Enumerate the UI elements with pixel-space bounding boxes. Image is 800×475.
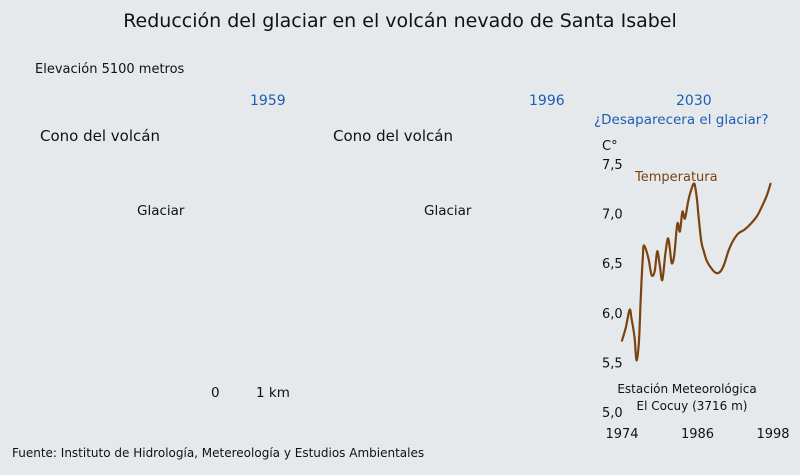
glacier-label-1959: Glaciar xyxy=(137,203,185,219)
scale-start-label: 0 xyxy=(211,385,220,401)
y-axis-unit-label: C° xyxy=(602,139,618,154)
y-tick-label: 7,0 xyxy=(602,208,623,223)
x-tick-label: 1974 xyxy=(605,427,638,442)
year-1996-label: 1996 xyxy=(529,93,565,109)
glacier-label-1996: Glaciar xyxy=(424,203,472,219)
scale-end-label: 1 km xyxy=(256,385,290,401)
source-note: Fuente: Instituto de Hidrología, Metereo… xyxy=(12,446,425,460)
y-tick-label: 5,0 xyxy=(602,406,623,421)
station-annotation-line2: El Cocuy (3716 m) xyxy=(637,399,748,413)
year-1959-label: 1959 xyxy=(250,93,286,109)
y-tick-label: 7,5 xyxy=(602,158,623,173)
x-tick-label: 1986 xyxy=(681,427,714,442)
elevation-label: Elevación 5100 metros xyxy=(35,62,185,77)
figure-title: Reducción del glaciar en el volcán nevad… xyxy=(123,10,677,32)
y-tick-label: 6,5 xyxy=(602,257,623,272)
y-tick-label: 6,0 xyxy=(602,307,623,322)
y-tick-label: 5,5 xyxy=(602,356,623,371)
temperature-series-label: Temperatura xyxy=(634,170,718,185)
year-2030-label: 2030 xyxy=(676,93,712,109)
cone-label-1996: Cono del volcán xyxy=(333,127,453,145)
temperature-series-line xyxy=(620,182,772,362)
station-annotation-line1: Estación Meteorológica xyxy=(617,382,756,396)
glacier-question: ¿Desaparecera el glaciar? xyxy=(594,112,769,128)
temperature-chart: C° 7,5 7,0 6,5 6,0 5,5 5,0 1974 1986 1998 Tempe… xyxy=(602,139,790,442)
x-tick-label: 1998 xyxy=(756,427,789,442)
cone-label-1959: Cono del volcán xyxy=(40,127,160,145)
y-tick-labels: 7,5 7,0 6,5 6,0 5,5 5,0 xyxy=(602,158,623,421)
x-tick-labels: 1974 1986 1998 xyxy=(605,427,789,442)
